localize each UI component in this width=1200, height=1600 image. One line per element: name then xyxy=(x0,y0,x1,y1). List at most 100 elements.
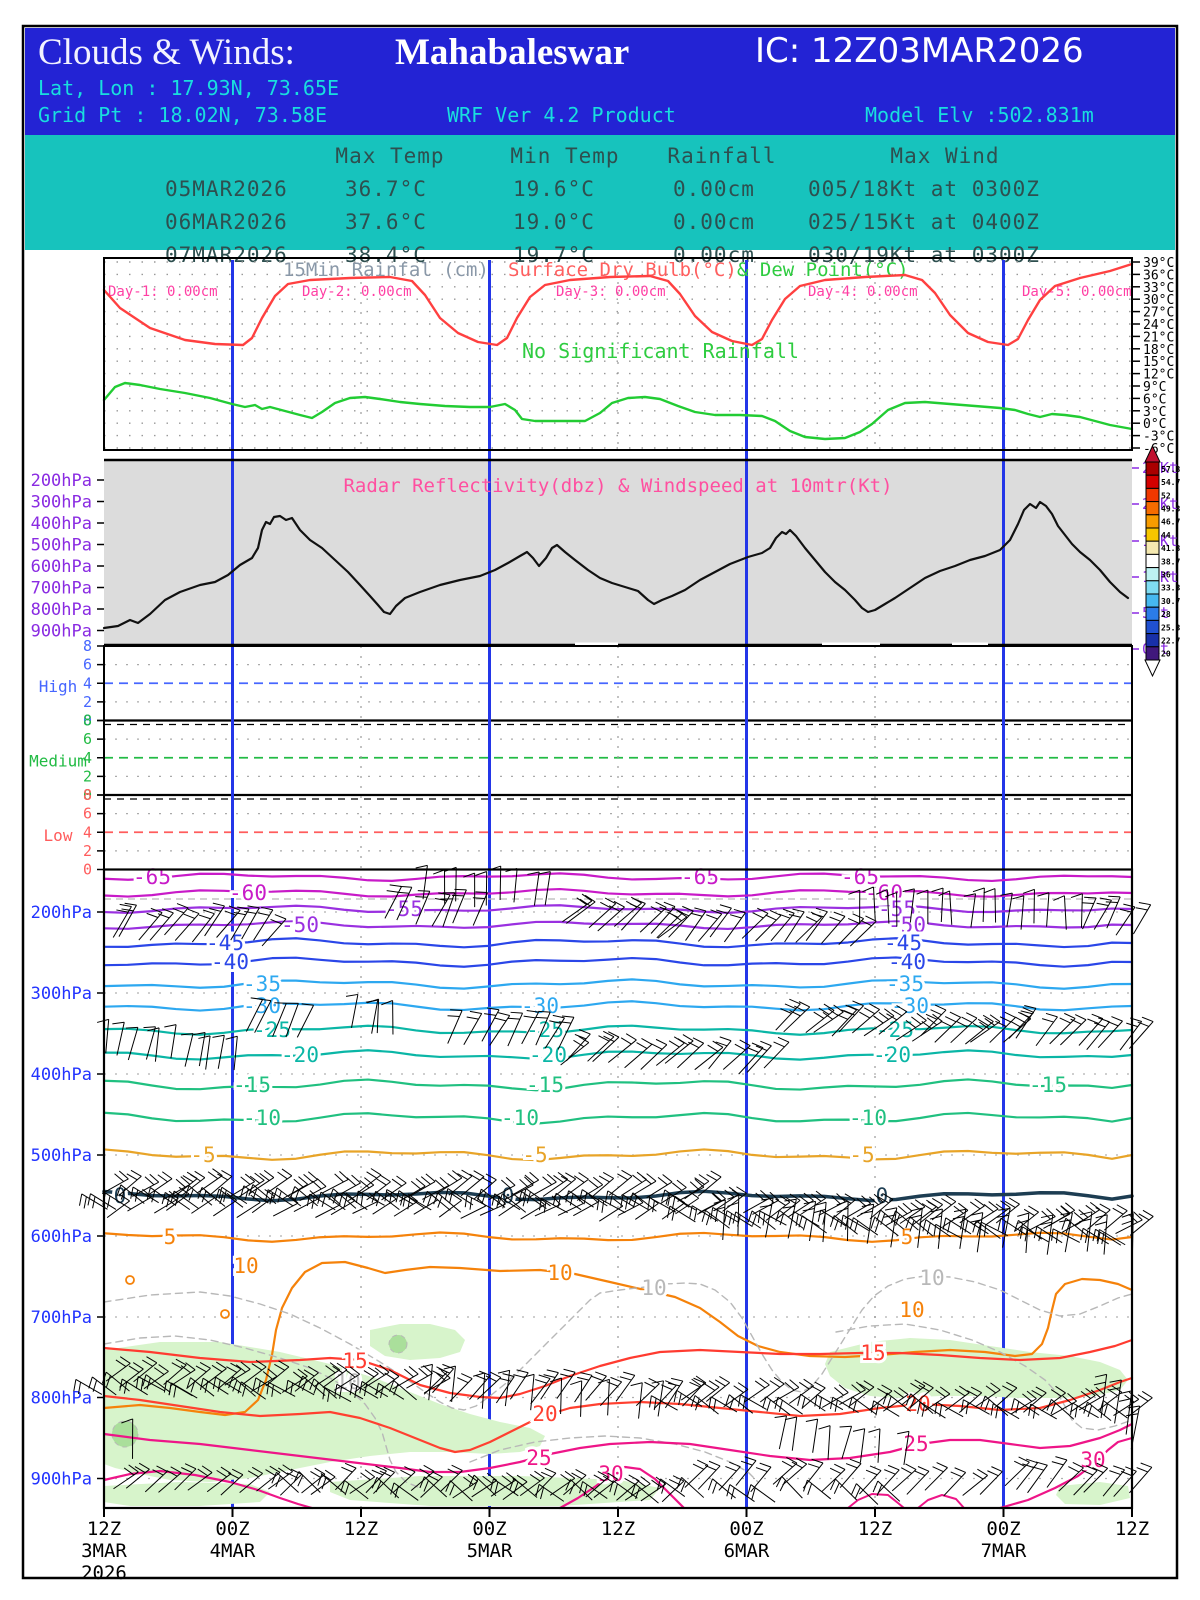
x-axis-date: 4MAR xyxy=(210,1540,256,1562)
cloud-tick: 4 xyxy=(83,823,92,841)
x-axis-date: 6MAR xyxy=(724,1540,770,1562)
table-cell: 05MAR2026 xyxy=(165,177,288,201)
pressure-axis-label: 900hPa xyxy=(31,1470,92,1490)
cloud-tick: 0 xyxy=(83,712,92,730)
isotherm-label: -20 xyxy=(873,1043,911,1067)
pressure-axis-label: 200hPa xyxy=(31,903,92,923)
isotherm-label: -25 xyxy=(876,1018,914,1042)
pressure-axis-label: 800hPa xyxy=(31,1389,92,1409)
cloud-tick: 2 xyxy=(83,767,92,785)
table-cell: 19.6°C xyxy=(513,177,595,201)
cloud-tick: 8 xyxy=(83,712,92,730)
temp-axis-tick: 12°C xyxy=(1143,368,1174,383)
isotherm-label: 5 xyxy=(164,1225,177,1249)
x-axis-tick: 00Z xyxy=(215,1518,249,1540)
cloud-band-label: High xyxy=(39,677,78,696)
isotherm-label: -15 xyxy=(1029,1073,1067,1097)
table-cell: 36.7°C xyxy=(345,177,427,201)
isotherm-label: -30 xyxy=(243,994,281,1018)
temp-axis-tick: 24°C xyxy=(1143,318,1174,333)
x-axis-tick: 12Z xyxy=(344,1518,378,1540)
radar-pressure-label: 900hPa xyxy=(31,622,92,642)
temp-axis-tick: 9°C xyxy=(1143,380,1166,395)
pressure-axis-label: 400hPa xyxy=(31,1065,92,1085)
pressure-axis-label: 700hPa xyxy=(31,1308,92,1328)
isotherm-label: -10 xyxy=(501,1106,539,1130)
cloud-tick: 8 xyxy=(83,637,92,655)
panel-title-dewpoint: & Dew Point(°C) xyxy=(737,259,909,281)
table-cell: 07MAR2026 xyxy=(165,243,288,267)
temp-axis-tick: 30°C xyxy=(1143,293,1174,308)
cloud-tick: 0 xyxy=(83,786,92,804)
panel-title-radar: Radar Reflectivity(dbz) & Windspeed at 1… xyxy=(343,475,892,497)
x-axis-date: 3MAR xyxy=(81,1540,127,1562)
pressure-axis-label: 600hPa xyxy=(31,1227,92,1247)
day-rainfall-label: Day-2: 0.00cm xyxy=(302,284,412,300)
cloud-tick: 6 xyxy=(83,656,92,674)
colorbar-tick: 46.7 xyxy=(1161,518,1180,527)
radar-pressure-label: 300hPa xyxy=(31,493,92,513)
x-axis-tick: 00Z xyxy=(986,1518,1020,1540)
isotherm-label: -35 xyxy=(886,972,924,996)
day-rainfall-label: Day-4: 0.00cm xyxy=(808,284,918,300)
day-rainfall-label: Day-3: 0.00cm xyxy=(556,284,666,300)
contour-label: 10 xyxy=(919,1266,944,1290)
cloud-band-label: Low xyxy=(44,826,73,845)
isotherm-label: -55 xyxy=(385,897,423,921)
isotherm-label: -15 xyxy=(233,1073,271,1097)
colorbar-tick: 41.3 xyxy=(1161,544,1180,553)
cloud-tick: 4 xyxy=(83,749,92,767)
contour-label: 20 xyxy=(532,1402,557,1426)
table-cell: 0.00cm xyxy=(673,243,755,267)
isotherm-label: -5 xyxy=(522,1143,547,1167)
day-rainfall-label: Day-1: 0.00cm xyxy=(108,284,218,300)
table-cell: 19.7°C xyxy=(513,243,595,267)
table-header: Min Temp xyxy=(510,144,619,168)
radar-pressure-label: 700hPa xyxy=(31,579,92,599)
colorbar-tick: 36 xyxy=(1161,571,1171,580)
colorbar-tick: 38.7 xyxy=(1161,557,1180,566)
pressure-axis-label: 500hPa xyxy=(31,1146,92,1166)
isotherm-label: -25 xyxy=(253,1018,291,1042)
x-axis-tick: 12Z xyxy=(87,1518,121,1540)
colorbar-tick: 49.3 xyxy=(1161,505,1180,514)
radar-pressure-label: 600hPa xyxy=(31,557,92,577)
radar-pressure-label: 800hPa xyxy=(31,600,92,620)
table-cell: 005/18Kt at 0300Z xyxy=(808,177,1040,201)
temp-axis-tick: 18°C xyxy=(1143,343,1174,358)
radar-pressure-label: 400hPa xyxy=(31,514,92,534)
temp-axis-tick: 33°C xyxy=(1143,281,1174,296)
isotherm-label: -65 xyxy=(133,865,171,889)
station-name: Mahabaleswar xyxy=(395,32,629,73)
no-rainfall-note: No Significant Rainfall xyxy=(522,339,799,363)
table-header: Rainfall xyxy=(667,144,776,168)
isotherm-label: -40 xyxy=(211,950,249,974)
isotherm-label: -25 xyxy=(526,1018,564,1042)
isotherm-label: -5 xyxy=(849,1143,874,1167)
table-cell: 0.00cm xyxy=(673,210,755,234)
temp-axis-tick: 27°C xyxy=(1143,306,1174,321)
contour-label: 10 xyxy=(233,1254,258,1278)
cloud-tick: 6 xyxy=(83,805,92,823)
contour-label: 25 xyxy=(526,1446,551,1470)
table-cell: 0.00cm xyxy=(673,177,755,201)
temp-axis-tick: 15°C xyxy=(1143,355,1174,370)
colorbar-tick: 22.7 xyxy=(1161,637,1180,646)
wind-barbs xyxy=(73,864,1154,1505)
table-cell: 38.4°C xyxy=(345,243,427,267)
cloud-tick: 0 xyxy=(83,861,92,879)
colorbar-tick: 20 xyxy=(1161,650,1171,659)
isotherm-label: -30 xyxy=(891,994,929,1018)
colorbar-tick: 54.7 xyxy=(1161,478,1180,487)
model-elevation: Model Elv :502.831m xyxy=(865,103,1094,127)
isotherm-label: -10 xyxy=(849,1106,887,1130)
isotherm-label: -30 xyxy=(521,994,559,1018)
isotherm-label: -20 xyxy=(529,1043,567,1067)
isotherm-label: -60 xyxy=(229,881,267,905)
isotherm-label: -40 xyxy=(888,950,926,974)
table-cell: 030/19Kt at 0300Z xyxy=(808,243,1040,267)
colorbar-tick: 33.3 xyxy=(1161,584,1180,593)
colorbar-tick: 28 xyxy=(1161,610,1171,619)
page-title: Clouds & Winds: xyxy=(38,32,295,73)
colorbar-tick: 44 xyxy=(1161,531,1171,540)
